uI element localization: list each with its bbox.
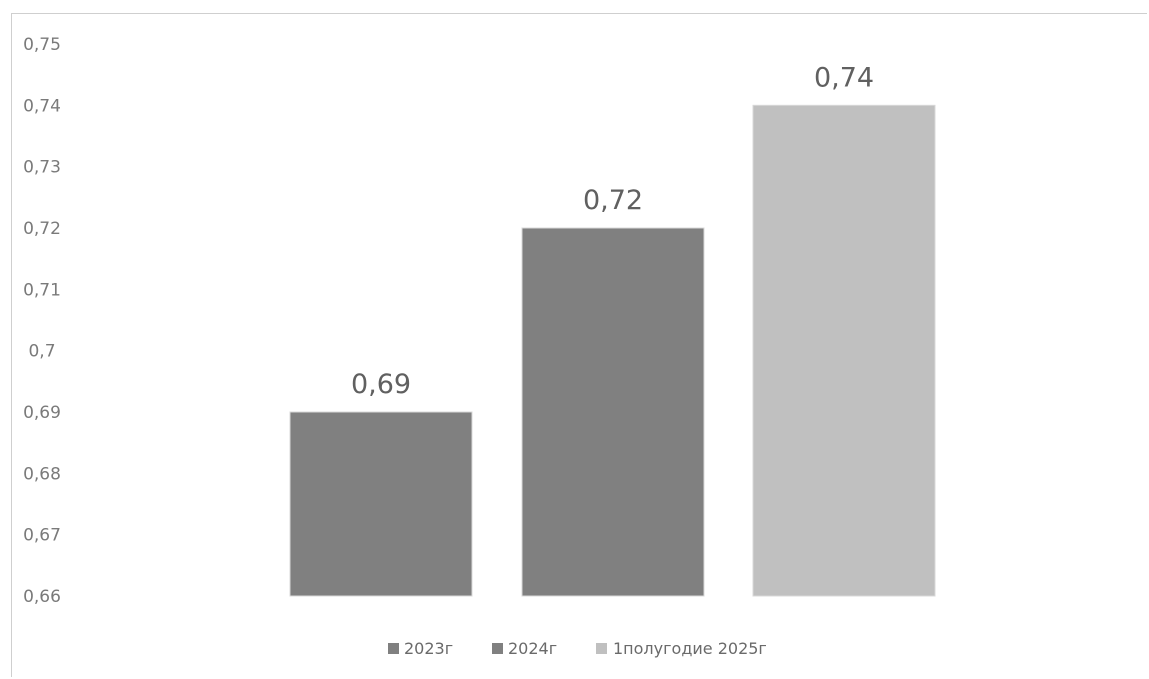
- data-label: 0,74: [814, 62, 874, 93]
- data-label: 0,72: [583, 185, 643, 216]
- chart-frame: [11, 13, 1147, 677]
- bar: [752, 104, 936, 597]
- bars-group: [289, 104, 936, 597]
- legend-swatch: [388, 643, 399, 654]
- y-tick-label: 0,75: [23, 35, 61, 55]
- y-tick-label: 0,72: [23, 219, 61, 239]
- legend-label: 2024г: [508, 639, 557, 658]
- y-tick-label: 0,66: [23, 587, 61, 607]
- bar: [289, 411, 473, 597]
- legend-swatch: [492, 643, 503, 654]
- bar: [521, 227, 705, 597]
- data-label: 0,69: [351, 369, 411, 400]
- legend: 2023г 2024г 1полугодие 2025г: [388, 639, 767, 658]
- y-tick-label: 0,69: [23, 403, 61, 423]
- y-tick-label: 0,67: [23, 526, 61, 546]
- legend-label: 1полугодие 2025г: [613, 639, 767, 658]
- y-axis: 0,66 0,67 0,68 0,69 0,7 0,71 0,72 0,73 0,74 0,75: [23, 35, 61, 607]
- y-tick-label: 0,71: [23, 280, 61, 300]
- y-tick-label: 0,73: [23, 158, 61, 178]
- legend-swatch: [596, 643, 607, 654]
- y-tick-label: 0,74: [23, 96, 61, 116]
- legend-label: 2023г: [404, 639, 453, 658]
- y-tick-label: 0,68: [23, 464, 61, 484]
- y-tick-label: 0,7: [28, 342, 55, 362]
- data-labels-group: 0,69 0,72 0,74: [351, 62, 874, 400]
